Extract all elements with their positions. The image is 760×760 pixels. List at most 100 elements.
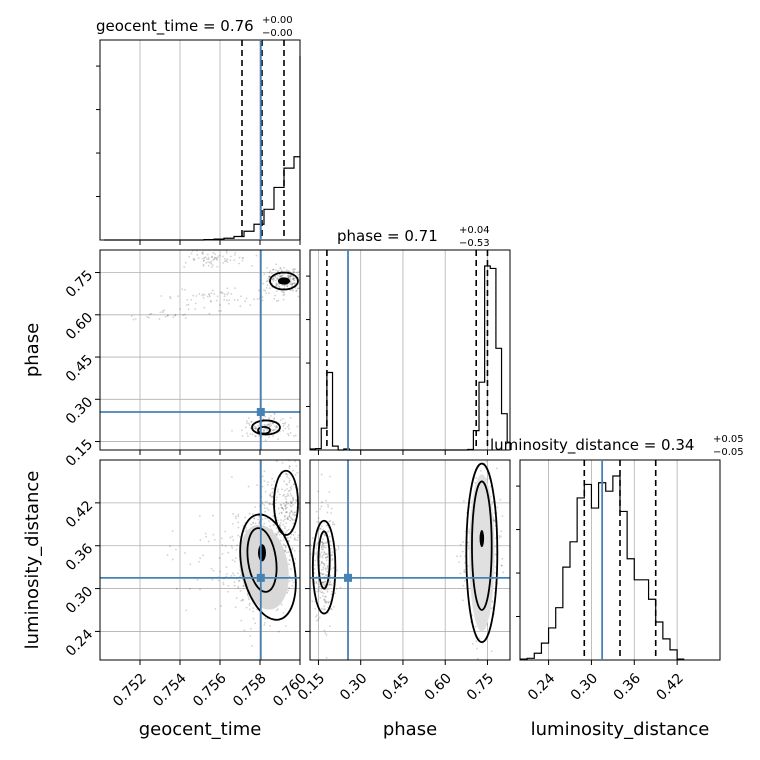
sample-point [289, 282, 291, 285]
sample-point [291, 268, 294, 271]
sample-point [226, 261, 229, 263]
sample-point [233, 259, 236, 262]
sample-point [253, 298, 255, 301]
sample-point [213, 538, 216, 541]
sample-point [261, 485, 264, 488]
sample-point [201, 252, 204, 255]
sample-point [245, 526, 248, 529]
sample-point [232, 572, 234, 575]
sample-point [267, 423, 270, 426]
sample-point [208, 294, 211, 296]
sample-point [258, 435, 260, 437]
sample-point [265, 292, 268, 295]
sample-point [318, 526, 321, 529]
sample-point [242, 585, 245, 588]
sample-point [295, 465, 298, 467]
sample-point [330, 554, 333, 557]
sample-point [267, 277, 270, 280]
sample-point [275, 460, 278, 463]
sample-point [208, 261, 211, 264]
sample-point [280, 511, 283, 514]
y-tick-label-luminosity_distance-3: 0.42 [63, 498, 96, 531]
sample-point [293, 514, 296, 517]
sample-point [295, 290, 298, 293]
sample-point [212, 289, 214, 292]
sample-point [301, 269, 303, 271]
sample-point [329, 475, 332, 478]
sample-point [169, 545, 172, 547]
sample-point [322, 592, 325, 595]
sample-point [283, 293, 286, 296]
sample-point [240, 619, 243, 622]
phase-title-sup: +0.04 [459, 225, 490, 236]
sample-point [285, 483, 288, 485]
sample-point [294, 499, 297, 501]
sample-point [294, 473, 297, 476]
sample-point [283, 489, 286, 492]
sample-point [324, 567, 327, 570]
sample-point [463, 569, 466, 571]
sample-point [271, 496, 274, 499]
sample-point [320, 540, 323, 543]
sample-point [282, 611, 285, 614]
sample-point [316, 614, 318, 617]
sample-point [271, 278, 273, 281]
sample-point [216, 295, 219, 298]
sample-point [203, 257, 206, 259]
sample-point [276, 519, 279, 522]
sample-point [333, 523, 336, 526]
sample-point [325, 634, 328, 636]
sample-point [323, 545, 325, 547]
phase-title-label: phase = 0.71 [337, 227, 438, 245]
sample-point [280, 275, 283, 278]
sample-point [282, 530, 285, 533]
sample-point [287, 551, 290, 553]
sample-point [266, 501, 269, 504]
sample-point [297, 273, 300, 276]
sample-point [493, 519, 496, 522]
sample-point [254, 622, 257, 625]
sample-point [266, 280, 269, 282]
sample-point [286, 591, 289, 594]
sample-point [263, 504, 266, 507]
sample-point [202, 253, 205, 255]
sample-point [289, 501, 292, 504]
sample-point [479, 470, 482, 472]
sample-point [320, 591, 323, 594]
sample-point [326, 541, 329, 544]
sample-point [289, 536, 292, 539]
sample-point [292, 483, 295, 485]
sample-point [248, 608, 251, 611]
sample-point [279, 275, 281, 278]
sample-point [203, 306, 206, 309]
sample-point [330, 593, 333, 596]
sample-point [278, 531, 280, 533]
sample-point [316, 520, 319, 523]
sample-point [262, 282, 264, 285]
sample-point [274, 276, 277, 279]
sample-point [286, 285, 289, 287]
sample-point [252, 522, 255, 525]
x-tick-label-phase-4: 0.75 [464, 670, 497, 703]
sample-point [245, 529, 248, 531]
sample-point [230, 293, 233, 295]
sample-point [235, 548, 238, 551]
sample-point [294, 501, 297, 504]
sample-point [202, 297, 205, 299]
sample-point [294, 277, 296, 280]
sample-point [321, 554, 324, 557]
sample-point [289, 504, 292, 507]
sample-point [327, 553, 329, 556]
sample-point [293, 537, 296, 539]
truth-marker [256, 573, 265, 582]
sample-point [321, 561, 324, 564]
sample-point [272, 422, 275, 425]
sample-point [321, 541, 324, 544]
sample-point [326, 570, 329, 573]
sample-point [193, 259, 195, 262]
sample-point [286, 516, 289, 519]
sample-point [193, 258, 196, 260]
sample-point [287, 434, 290, 437]
sample-point [271, 491, 274, 494]
geocent-time-histogram-panel [96, 39, 301, 245]
